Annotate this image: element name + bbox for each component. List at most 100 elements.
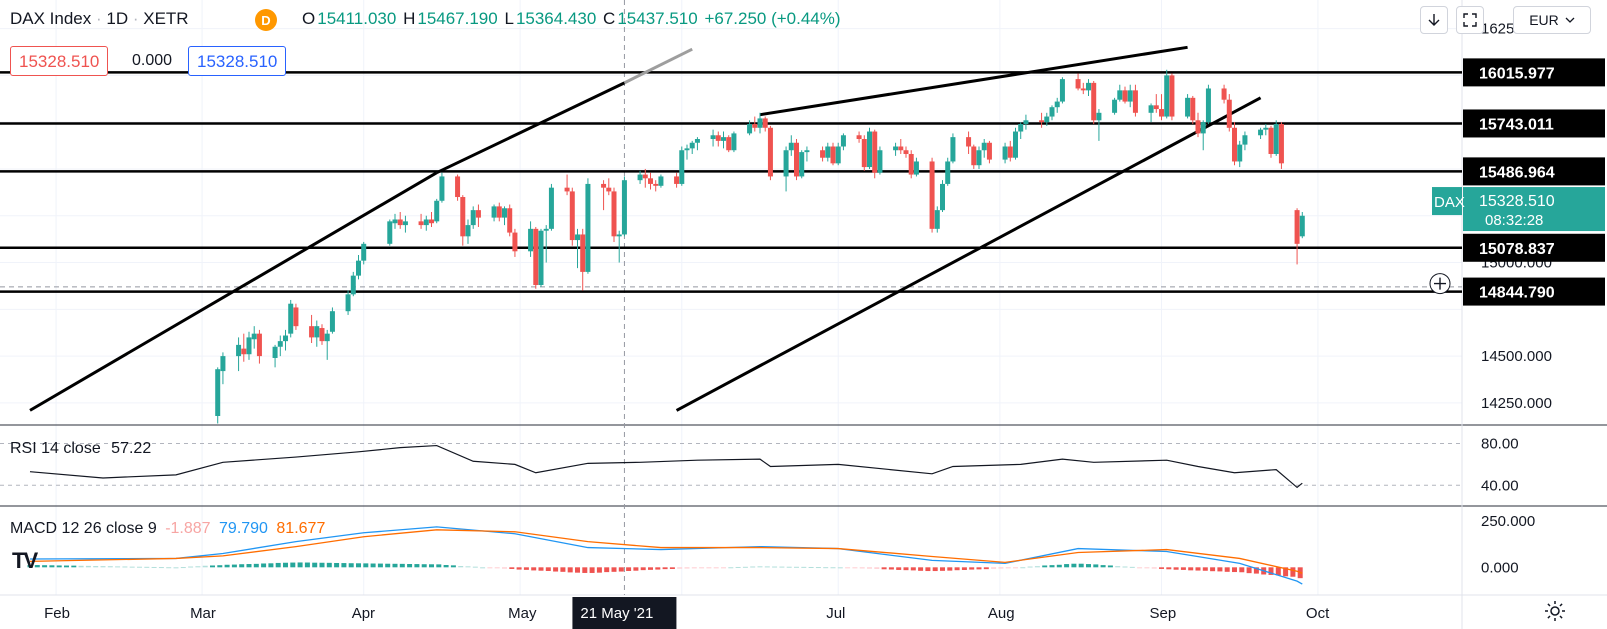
horizontal-levels[interactable] <box>0 71 1462 293</box>
candle-body <box>460 197 466 237</box>
macd-histogram-bar <box>341 563 347 568</box>
trend-line[interactable] <box>29 171 438 412</box>
level-price-box[interactable] <box>1463 157 1605 186</box>
dot-sep-icon: · <box>132 9 144 28</box>
macd-signal-value: 81.677 <box>276 520 326 537</box>
macd-histogram-bar <box>735 566 741 568</box>
macd-histogram-bar <box>575 567 580 573</box>
rsi-legend[interactable]: RSI 14 close 57.22 <box>10 440 151 458</box>
candle-body <box>470 210 476 226</box>
macd-histogram-bar <box>1129 566 1135 568</box>
macd-histogram-bar <box>728 567 734 569</box>
symbol-tag-box[interactable] <box>1432 187 1462 216</box>
macd-histogram-bar <box>56 565 62 568</box>
rsi-line[interactable] <box>29 444 1303 489</box>
macd-histogram-bar <box>268 563 274 568</box>
currency-select[interactable]: EUR <box>1513 6 1591 34</box>
macd-histogram-bar <box>925 567 931 572</box>
candle-body <box>1091 82 1097 121</box>
candle-body <box>277 341 283 347</box>
trend-line[interactable] <box>759 45 1188 117</box>
level-price-box[interactable] <box>1463 277 1605 306</box>
candle-body <box>804 150 810 153</box>
level-price-box[interactable] <box>1463 58 1605 87</box>
candle-body <box>496 206 502 218</box>
macd-histogram-bar <box>881 567 887 570</box>
macd-histogram-bar <box>874 567 880 569</box>
macd-histogram-bar <box>261 563 267 568</box>
scroll-down-button[interactable] <box>1420 6 1448 34</box>
candle-body <box>752 124 758 128</box>
time-tick-label: Aug <box>988 605 1015 622</box>
candle-body <box>455 176 461 198</box>
macd-histogram-bar <box>830 567 836 569</box>
last-price-box[interactable] <box>1463 187 1605 232</box>
fullscreen-button[interactable] <box>1456 6 1484 34</box>
macd-histogram-bar <box>721 567 726 569</box>
macd-histogram-bar <box>976 567 982 570</box>
candle-body <box>1278 124 1284 164</box>
candle-body <box>309 326 315 338</box>
macd-histogram-bar <box>1020 567 1026 569</box>
settings-button[interactable] <box>1543 599 1567 623</box>
trend-line[interactable] <box>675 96 1262 412</box>
candle-body <box>356 260 361 276</box>
macd-histogram-bar <box>940 567 945 571</box>
interval-label[interactable]: 1D <box>106 9 129 28</box>
buy-button[interactable]: 15328.510 <box>188 46 287 76</box>
candle-body <box>564 187 570 192</box>
macd-hist-value: -1.887 <box>165 520 211 537</box>
macd-pane[interactable] <box>27 526 1303 585</box>
macd-histogram-bar <box>1202 567 1208 571</box>
symbol-name[interactable]: DAX Index <box>10 9 92 28</box>
level-price-box[interactable] <box>1463 233 1605 262</box>
macd-histogram-bar <box>910 567 916 571</box>
candle-body <box>684 148 690 151</box>
macd-histogram-bar <box>888 567 894 570</box>
candle-body <box>1159 109 1164 117</box>
macd-histogram-bar <box>304 562 310 568</box>
crosshair-time-box[interactable] <box>572 597 677 629</box>
candle-body <box>1039 120 1045 123</box>
macd-histogram-bar <box>450 565 456 568</box>
delay-badge[interactable]: D <box>255 9 277 31</box>
candle-body <box>319 328 325 342</box>
candle-body <box>585 183 591 272</box>
macd-histogram-bar <box>1210 567 1216 572</box>
macd-legend[interactable]: MACD 12 26 close 9 -1.887 79.790 81.677 <box>10 520 325 538</box>
macd-signal-line[interactable] <box>29 529 1303 574</box>
candle-series[interactable] <box>215 69 1305 424</box>
candle-body <box>1086 82 1091 91</box>
candle-body <box>747 124 753 134</box>
macd-histogram-bar <box>78 565 84 568</box>
macd-histogram-bar <box>93 566 99 568</box>
sell-button[interactable]: 15328.510 <box>10 46 109 76</box>
macd-histogram-bar <box>334 562 340 568</box>
macd-histogram-bar <box>867 567 872 569</box>
macd-histogram-bar <box>494 567 500 569</box>
candle-body <box>835 146 841 164</box>
candle-body <box>538 230 544 285</box>
trend-line-extension[interactable] <box>623 47 693 85</box>
candle-body <box>1096 112 1102 121</box>
macd-histogram-bar <box>640 567 646 571</box>
rsi-pane[interactable] <box>0 442 1462 489</box>
time-axis[interactable]: Feb Mar Apr May Jul Aug Sep Oct 21 May '21 <box>44 597 1330 629</box>
macd-histogram-bar <box>1246 567 1252 574</box>
tradingview-logo[interactable]: TV <box>12 548 38 573</box>
candle-body <box>241 348 247 355</box>
trend-lines[interactable] <box>29 45 1262 412</box>
trend-line[interactable] <box>436 81 626 175</box>
macd-histogram-bar <box>1166 567 1172 570</box>
macd-histogram-bar <box>961 567 967 570</box>
rsi-value: 57.22 <box>111 440 152 457</box>
level-price-box[interactable] <box>1463 109 1605 138</box>
macd-histogram-bar <box>158 567 164 569</box>
macd-histogram-bar <box>1173 567 1179 570</box>
macd-histogram-bar <box>845 567 851 569</box>
candle-body <box>1007 146 1013 158</box>
candle-body <box>387 221 393 244</box>
price-axis[interactable]: 16250.00015000.00014500.00014250.00080.0… <box>1429 21 1605 577</box>
macd-histogram-bar <box>655 567 661 570</box>
